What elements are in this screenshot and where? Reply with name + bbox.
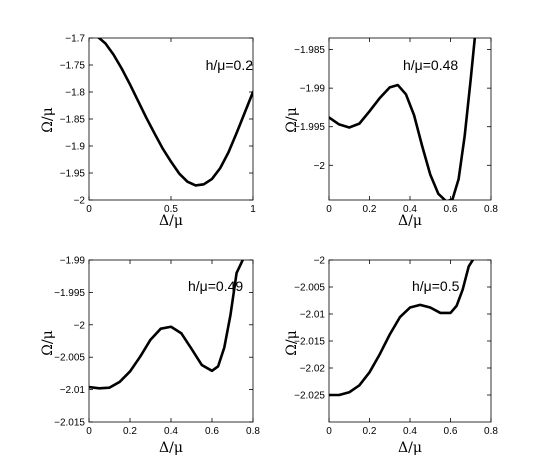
y-tick-label: −1.995 bbox=[54, 288, 85, 299]
y-tick-label: −1.8 bbox=[65, 88, 85, 99]
annotation-label: h/μ=0.5 bbox=[412, 278, 460, 294]
subplot-2: 0 0.2 0.4 0.6 0.8 −1.985 −1.99 −1.995 −2 h/μ=0.48… bbox=[284, 37, 498, 229]
x-tick-label: 0.8 bbox=[484, 204, 498, 215]
annotation-label: h/μ=0.49 bbox=[188, 278, 243, 294]
x-tick-label: 0.8 bbox=[484, 426, 498, 437]
y-tick-label: −1.7 bbox=[65, 34, 85, 45]
y-tick-label: −1.995 bbox=[294, 122, 325, 133]
x-tick-label: 0 bbox=[86, 426, 92, 437]
x-tick-label: 0.6 bbox=[444, 204, 458, 215]
y-axis-label: Ω/μ bbox=[40, 107, 56, 132]
annotation-label: h/μ=0.48 bbox=[403, 57, 458, 73]
subplot-3: 0 0.2 0.4 0.6 0.8 −1.99 −1.995 −2 −2.005 −2.01 −2.… bbox=[40, 256, 260, 457]
y-tick-label: −1.95 bbox=[60, 169, 86, 180]
x-axis-label: Δ/μ bbox=[159, 213, 183, 229]
subplot-1: 0 0.5 1 −1.7 −1.75 −1.8 −1.85 −1.9 −1.95 −2 h/μ=0.… bbox=[40, 34, 256, 230]
y-tick-label: −2.01 bbox=[300, 310, 326, 321]
x-tick-label: 0 bbox=[86, 204, 92, 215]
annotation-label: h/μ=0.2 bbox=[206, 57, 254, 73]
series-line bbox=[329, 38, 477, 200]
y-tick-label: −2 bbox=[74, 320, 86, 331]
y-tick-label: −1.75 bbox=[60, 61, 86, 72]
x-tick-label: 0.2 bbox=[363, 204, 377, 215]
x-tick-label: 0.4 bbox=[403, 204, 417, 215]
x-tick-label: 0.2 bbox=[363, 426, 377, 437]
plot-frame bbox=[328, 259, 492, 423]
x-tick-label: 0.8 bbox=[246, 426, 260, 437]
x-tick-label: 0.4 bbox=[164, 426, 178, 437]
y-tick-label: −2.015 bbox=[54, 418, 85, 429]
y-tick-label: −2 bbox=[314, 256, 326, 267]
series-line bbox=[329, 260, 475, 397]
y-tick-label: −1.85 bbox=[60, 115, 86, 126]
y-tick-label: −2.015 bbox=[294, 337, 325, 348]
series-line bbox=[97, 38, 253, 187]
x-tick-label: 0 bbox=[326, 426, 332, 437]
y-tick-label: −2.005 bbox=[294, 283, 325, 294]
y-tick-label: −1.9 bbox=[65, 142, 85, 153]
x-axis-label: Δ/μ bbox=[398, 440, 422, 456]
y-tick-label: −2.025 bbox=[294, 391, 325, 402]
y-axis-label: Ω/μ bbox=[284, 330, 300, 355]
y-tick-label: −2.005 bbox=[54, 353, 85, 364]
x-tick-label: 0.5 bbox=[164, 204, 178, 215]
y-tick-label: −2 bbox=[74, 196, 86, 207]
x-axis-label: Δ/μ bbox=[159, 440, 183, 456]
x-tick-label: 0 bbox=[326, 204, 332, 215]
y-axis-label: Ω/μ bbox=[40, 330, 56, 355]
y-tick-label: −1.99 bbox=[60, 256, 86, 267]
y-axis-label: Ω/μ bbox=[284, 107, 300, 132]
x-tick-label: 0.2 bbox=[123, 426, 137, 437]
y-tick-label: −2 bbox=[314, 161, 326, 172]
subplot-4: 0 0.2 0.4 0.6 0.8 −2 −2.005 −2.01 −2.015 −2.02 −2.… bbox=[284, 256, 498, 457]
series-line bbox=[89, 260, 245, 390]
y-tick-label: −1.99 bbox=[300, 84, 326, 95]
y-tick-label: −1.985 bbox=[294, 45, 325, 56]
y-tick-label: −2.01 bbox=[60, 385, 86, 396]
x-tick-label: 0.6 bbox=[444, 426, 458, 437]
y-tick-label: −2.02 bbox=[300, 364, 326, 375]
x-tick-label: 0.6 bbox=[205, 426, 219, 437]
x-tick-label: 1 bbox=[250, 204, 256, 215]
x-axis-label: Δ/μ bbox=[398, 213, 422, 229]
x-tick-label: 0.4 bbox=[403, 426, 417, 437]
